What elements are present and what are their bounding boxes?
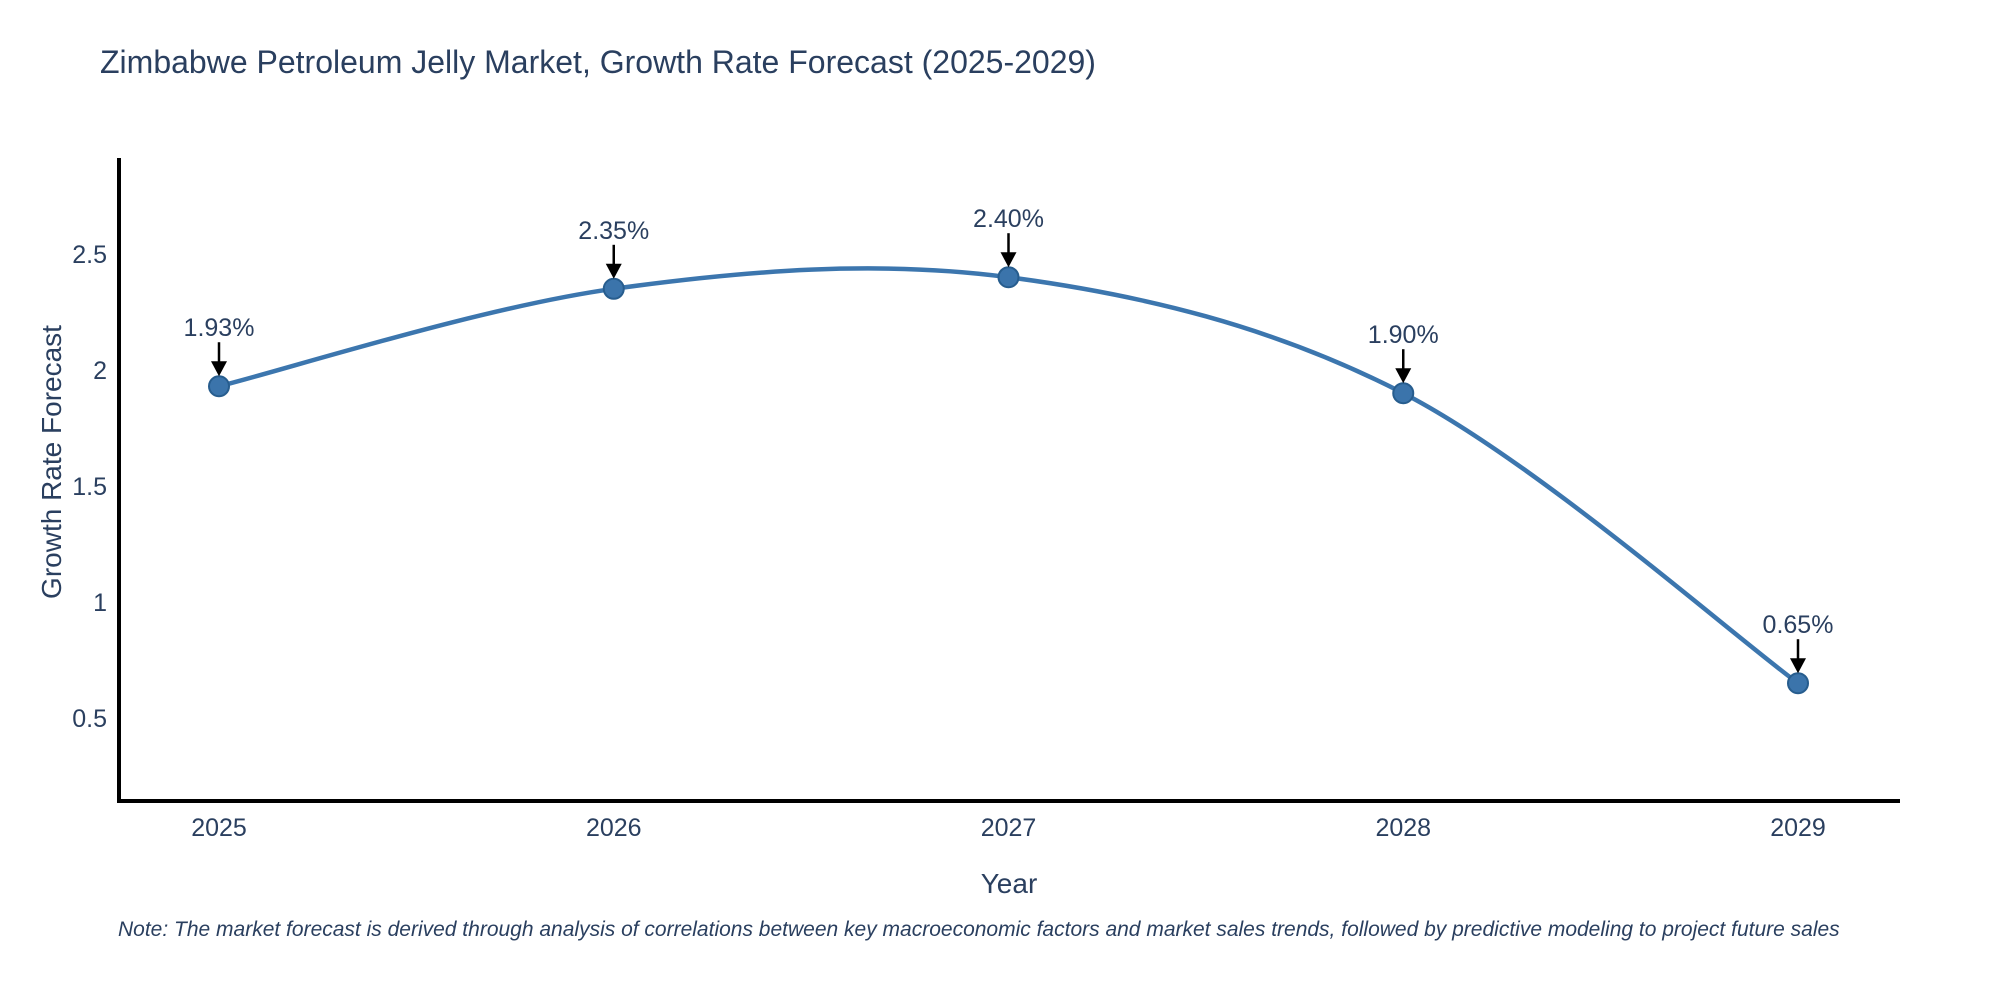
annotation-label: 1.90% [1368,321,1439,349]
data-point-marker [1787,672,1809,695]
annotation-label: 1.93% [184,314,255,342]
y-tick-label: 0.5 [72,705,107,733]
data-point-marker [208,375,230,398]
footnote: Note: The market forecast is derived thr… [118,918,1840,941]
y-tick-label: 1 [93,589,107,617]
x-tick-label: 2028 [1375,814,1431,842]
annotation-arrow-head [1000,252,1017,268]
data-point-marker [602,277,625,300]
annotation-arrow-head [1395,368,1412,384]
annotation-arrow-head [211,361,227,377]
annotation-label: 2.35% [578,217,649,245]
y-tick-label: 1.5 [72,473,107,501]
y-tick-label: 2.5 [72,241,107,269]
annotation-label: 2.40% [973,205,1044,233]
annotation-label: 0.65% [1763,611,1834,639]
series-line [216,266,1801,686]
x-tick-label: 2025 [191,814,247,842]
data-point-marker [1392,382,1415,405]
chart-title: Zimbabwe Petroleum Jelly Market, Growth … [100,44,1096,80]
y-axis-title: Growth Rate Forecast [36,325,67,599]
y-tick-label: 2 [93,357,107,385]
data-point-marker [997,266,1020,289]
x-tick-label: 2029 [1770,814,1826,842]
annotation-arrow-head [605,263,622,279]
x-tick-label: 2026 [586,814,642,842]
x-tick-label: 2027 [981,814,1037,842]
annotation-arrow-head [1790,658,1806,674]
x-axis-title: Year [980,868,1038,899]
